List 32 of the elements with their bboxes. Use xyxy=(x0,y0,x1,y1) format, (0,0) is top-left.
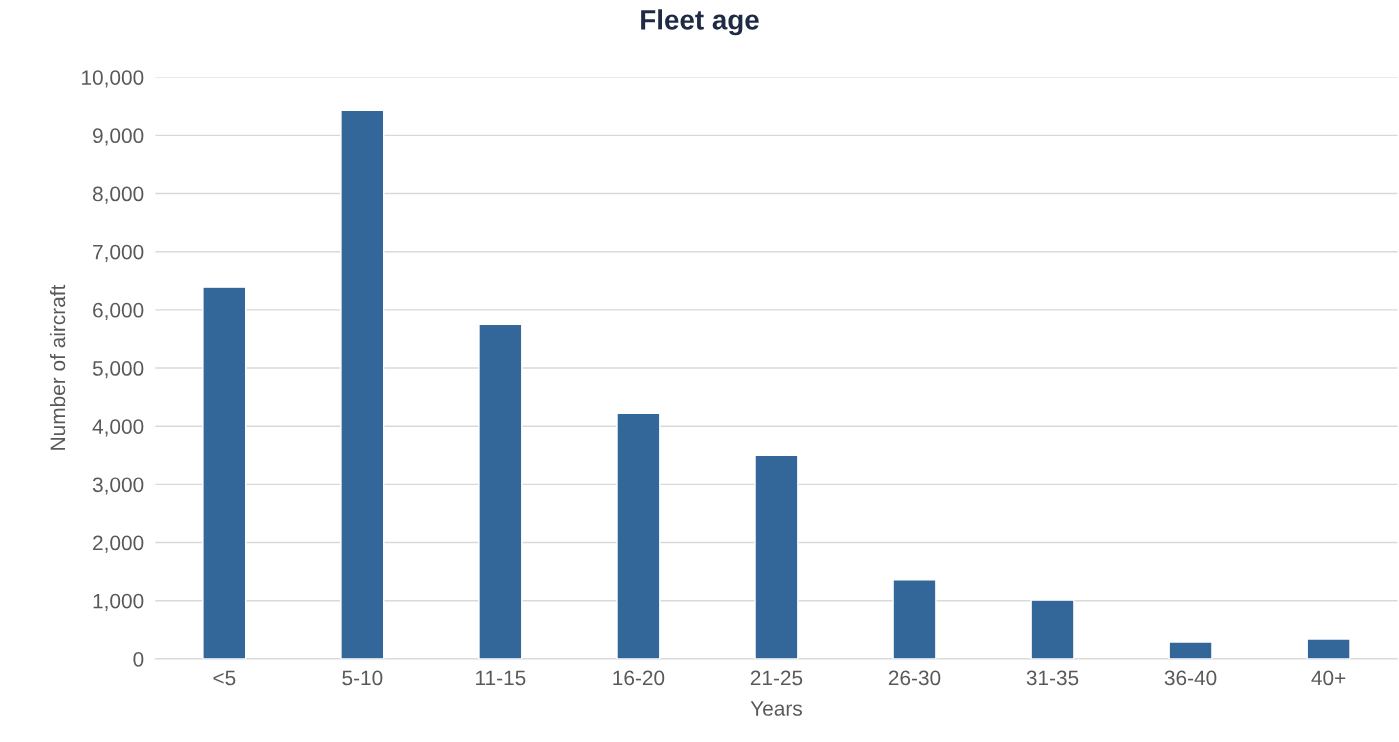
y-tick-label: 2,000 xyxy=(93,535,144,553)
bar xyxy=(1306,638,1351,659)
x-tick-label: 21-25 xyxy=(750,670,803,686)
chart-title: Fleet age xyxy=(641,9,759,36)
bar xyxy=(892,579,937,659)
y-tick-label: 9,000 xyxy=(93,128,144,146)
x-tick-label: 5-10 xyxy=(342,670,383,686)
bar xyxy=(616,412,661,659)
y-tick-label: 6,000 xyxy=(93,302,144,321)
bar xyxy=(340,109,385,659)
y-axis-title: Number of aircraft xyxy=(49,284,66,450)
y-tick-label: 3,000 xyxy=(92,477,144,495)
bar xyxy=(202,286,247,659)
x-tick-label: <5 xyxy=(213,670,236,686)
y-tick-label: 4,000 xyxy=(92,419,144,437)
bar xyxy=(1168,641,1213,659)
y-tick-label: 7,000 xyxy=(93,244,144,262)
y-tick-label: 5,000 xyxy=(92,361,144,379)
y-tick-label: 1,000 xyxy=(93,593,144,611)
y-tick-label: 8,000 xyxy=(92,186,144,204)
x-tick-label: 36-40 xyxy=(1164,670,1217,686)
x-tick-label: 16-20 xyxy=(613,670,665,686)
bar xyxy=(478,323,523,659)
x-tick-label: 26-30 xyxy=(888,670,941,686)
bar xyxy=(1030,599,1075,659)
y-tick-label: 0 xyxy=(133,651,144,667)
x-tick-label: 40+ xyxy=(1311,670,1346,686)
x-tick-label: 11-15 xyxy=(476,670,526,686)
y-tick-label: 10,000 xyxy=(82,70,144,88)
x-axis-title: Years xyxy=(750,701,802,716)
x-tick-label: 31-35 xyxy=(1026,670,1079,686)
bar xyxy=(754,454,799,659)
